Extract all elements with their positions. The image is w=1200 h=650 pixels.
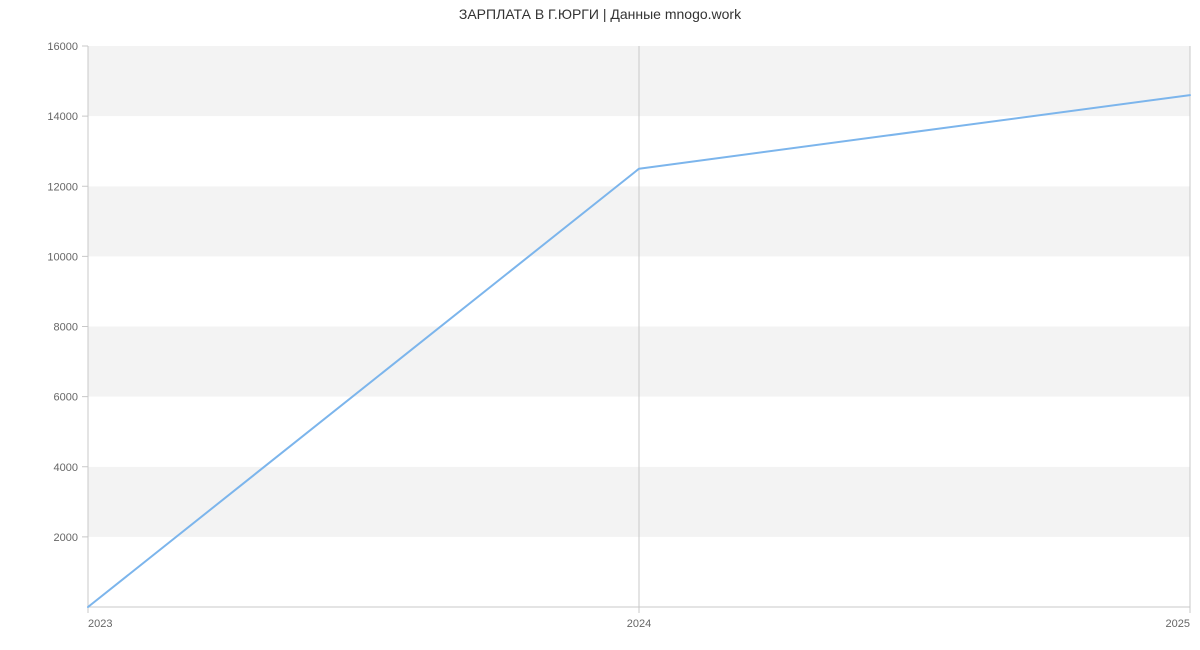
- x-tick-label: 2025: [1166, 618, 1190, 630]
- y-tick-label: 2000: [54, 532, 78, 544]
- y-tick-label: 12000: [47, 181, 78, 193]
- chart-title: ЗАРПЛАТА В Г.ЮРГИ | Данные mnogo.work: [0, 6, 1200, 22]
- y-tick-label: 10000: [47, 251, 78, 263]
- salary-line-chart: ЗАРПЛАТА В Г.ЮРГИ | Данные mnogo.work 20…: [0, 0, 1200, 650]
- y-tick-label: 6000: [54, 392, 78, 404]
- x-tick-label: 2023: [88, 618, 112, 630]
- y-tick-label: 4000: [54, 462, 78, 474]
- x-tick-label: 2024: [627, 618, 651, 630]
- y-tick-label: 8000: [54, 322, 78, 334]
- chart-svg: 2000 4000 6000 8000 10000 12000 14000 16000 2023…: [0, 0, 1200, 650]
- y-tick-label: 16000: [47, 41, 78, 53]
- y-tick-label: 14000: [47, 111, 78, 123]
